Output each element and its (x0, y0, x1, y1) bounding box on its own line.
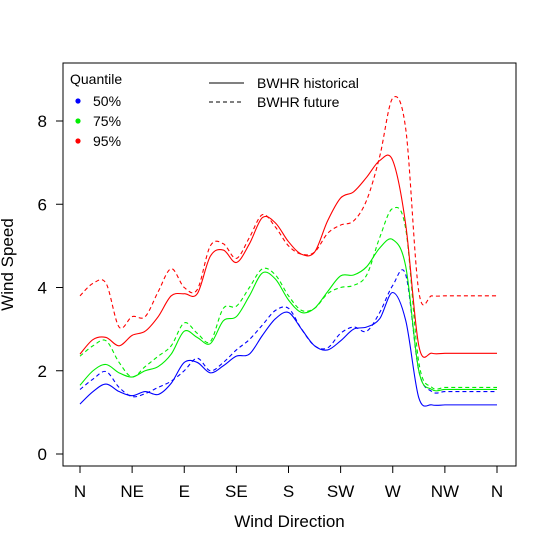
y-tick-label: 4 (38, 279, 47, 298)
x-tick-label: NE (120, 482, 144, 501)
series-line-95pct-future (79, 95, 497, 329)
series-line-50pct-future (79, 269, 497, 398)
y-axis: 0 2 4 6 8 (38, 112, 63, 464)
legend-dot-75pct (75, 118, 81, 124)
legend-dot-50pct (75, 98, 81, 104)
x-tick-label: N (491, 482, 503, 501)
quantile-legend-items: 50% 75% 95% (75, 93, 121, 149)
y-axis-label: Wind Speed (0, 218, 17, 311)
scenario-legend: BWHR historical BWHR future (209, 75, 359, 110)
y-tick-label: 2 (38, 362, 47, 381)
x-axis-label: Wind Direction (234, 512, 345, 531)
legend-label-75pct: 75% (93, 113, 121, 129)
legend-label-historical: BWHR historical (257, 75, 359, 91)
legend-label-future: BWHR future (257, 94, 340, 110)
quantile-legend-title: Quantile (70, 71, 122, 87)
x-tick-label: E (179, 482, 190, 501)
series-layer (79, 95, 497, 407)
scenario-legend-items: BWHR historical BWHR future (209, 75, 359, 110)
y-tick-label: 6 (38, 195, 47, 214)
x-axis: N NE E SE S SW W NW N (74, 466, 503, 501)
plot-frame (62, 62, 517, 467)
series-line-75pct-future (79, 206, 497, 390)
legend-dot-95pct (75, 138, 81, 144)
legend-label-95pct: 95% (93, 133, 121, 149)
series-line-75pct-historical (79, 238, 497, 392)
legend-label-50pct: 50% (93, 93, 121, 109)
x-tick-label: SW (327, 482, 354, 501)
x-tick-label: W (385, 482, 401, 501)
quantile-legend: Quantile 50% 75% 95% (70, 71, 122, 149)
y-tick-label: 8 (38, 112, 47, 131)
x-tick-label: N (74, 482, 86, 501)
x-tick-label: NW (431, 482, 459, 501)
x-tick-label: SE (225, 482, 248, 501)
y-tick-label: 0 (38, 445, 47, 464)
series-line-95pct-historical (79, 154, 497, 358)
x-tick-label: S (283, 482, 294, 501)
